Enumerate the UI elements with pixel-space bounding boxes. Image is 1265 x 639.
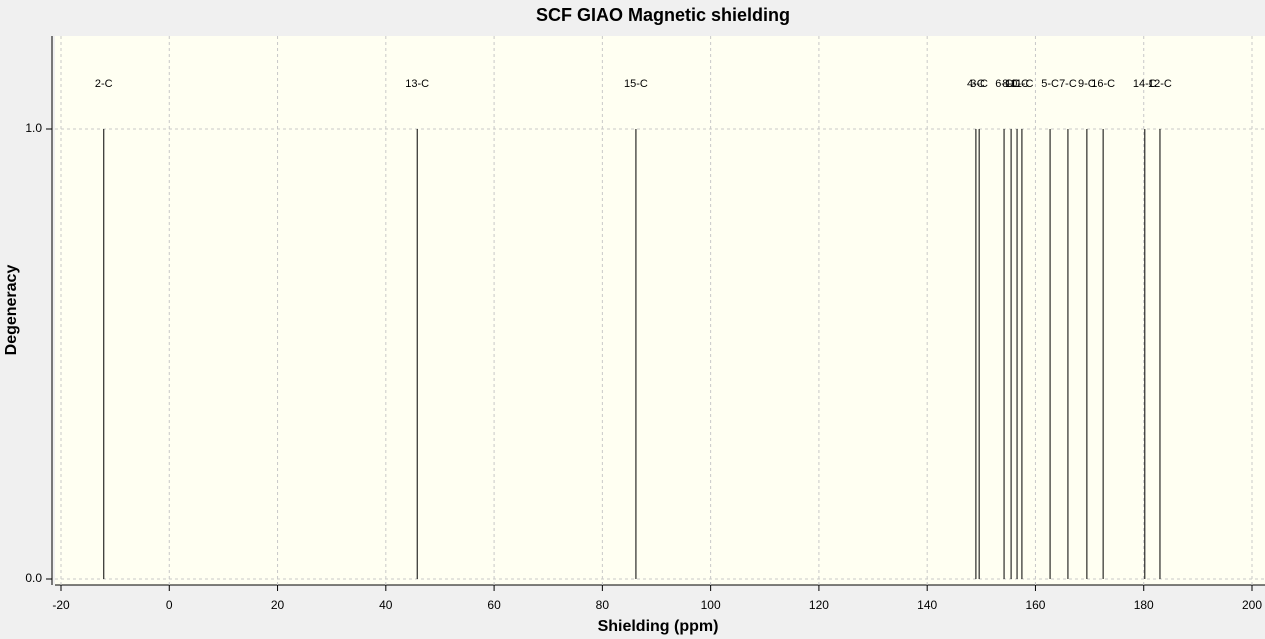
peak-label: 9-C [1078, 78, 1096, 90]
y-tick-label: 1.0 [25, 121, 42, 135]
peak-label: 5-C [1041, 78, 1059, 90]
x-tick-label: 60 [487, 598, 501, 612]
peak-label: 3-C [970, 78, 988, 90]
peak-label: 11-C [1010, 78, 1033, 90]
peak-label: 7-C [1059, 78, 1077, 90]
x-tick-label: 160 [1025, 598, 1045, 612]
x-tick-label: 0 [166, 598, 173, 612]
peak-label: 12-C [1148, 78, 1172, 90]
peak-label: 13-C [405, 78, 429, 90]
x-tick-label: 100 [701, 598, 721, 612]
x-tick-label: 180 [1134, 598, 1154, 612]
peak-label: 16-C [1091, 78, 1115, 90]
x-tick-label: 200 [1242, 598, 1262, 612]
x-tick-label: 120 [809, 598, 829, 612]
peak-label: 8-C [1002, 78, 1020, 90]
y-tick-label: 0.0 [25, 571, 42, 585]
x-axis-title: Shielding (ppm) [598, 618, 719, 635]
x-tick-label: 80 [596, 598, 610, 612]
x-tick-label: -20 [52, 598, 70, 612]
chart-title: SCF GIAO Magnetic shielding [536, 5, 790, 25]
x-tick-label: 20 [271, 598, 285, 612]
peak-label: 14-C [1133, 78, 1157, 90]
peak-label: 15-C [624, 78, 648, 90]
peak-label: 6-C [995, 78, 1013, 90]
y-axis-title: Degeneracy [3, 265, 20, 356]
x-tick-label: 140 [917, 598, 937, 612]
peak-label: 2-C [95, 78, 113, 90]
plot-area [55, 36, 1265, 585]
peak-label: 10-C [1005, 78, 1029, 90]
peak-label: 4-C [967, 78, 985, 90]
x-tick-label: 40 [379, 598, 393, 612]
